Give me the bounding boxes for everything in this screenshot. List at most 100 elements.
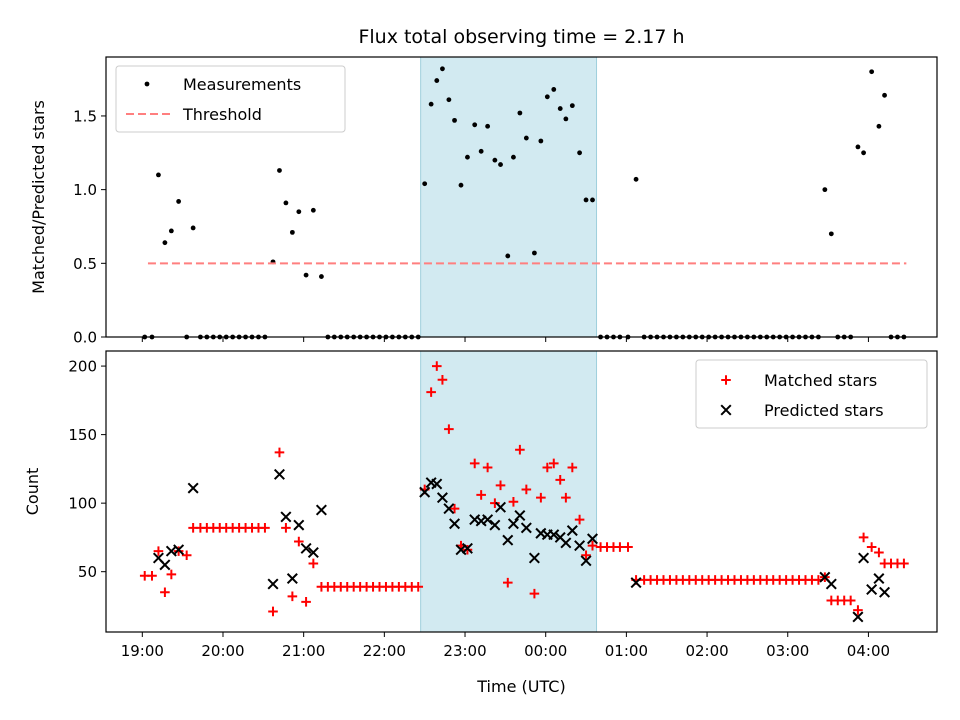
- predicted-star-point: [548, 529, 560, 541]
- matched-star-point: [561, 492, 571, 503]
- predicted-star-point: [489, 519, 501, 531]
- matched-star-point: [268, 606, 278, 617]
- matched-star-point: [431, 361, 442, 371]
- top-y-axis-label: Matched/Predicted stars: [29, 100, 48, 294]
- matched-star-point: [521, 484, 532, 495]
- bottom-panel: 19:00 20:00 21:00 22:00 23:00 00:00 01:00 02:00…: [23, 350, 938, 696]
- measurement-point: [434, 78, 440, 83]
- predicted-star-point: [173, 544, 185, 556]
- predicted-star-point: [280, 511, 292, 523]
- measurement-point: [511, 154, 516, 160]
- predicted-star-point: [187, 482, 199, 494]
- predicted-star-point: [825, 578, 837, 590]
- y-tick-label: 1.5: [73, 107, 97, 125]
- matched-star-point: [260, 523, 270, 533]
- matched-star-point: [495, 480, 506, 491]
- measurement-point: [822, 187, 828, 193]
- matched-star-point: [437, 374, 448, 385]
- x-tick-label: 20:00: [201, 642, 244, 660]
- matched-star-point: [287, 591, 298, 602]
- matched-star-point: [469, 458, 480, 469]
- legend-x-glyph: [720, 404, 732, 416]
- top-y-ticks: 0.0 0.5 1.0 1.5: [73, 107, 106, 347]
- matched-star-point: [515, 444, 525, 455]
- legend-measurements-marker: [144, 81, 150, 87]
- measurement-point: [428, 101, 434, 107]
- top-legend-box: [115, 65, 346, 133]
- x-axis-label: Time (UTC): [476, 677, 565, 696]
- predicted-star-point: [560, 537, 572, 549]
- matched-star-point: [449, 503, 460, 514]
- predicted-star-point: [502, 534, 514, 546]
- measurement-point: [876, 123, 882, 129]
- bottom-legend-box: [695, 359, 928, 429]
- matched-star-point: [845, 595, 856, 606]
- matched-star-point: [555, 475, 566, 485]
- matched-star-point: [858, 532, 869, 543]
- chart-title: Flux total observing time = 2.17 h: [358, 26, 684, 48]
- matched-star-point: [301, 597, 311, 607]
- matched-star-point: [536, 492, 546, 503]
- measurement-point: [523, 135, 529, 141]
- predicted-star-point: [858, 552, 870, 564]
- measurement-point: [551, 87, 557, 92]
- y-tick-label: 150: [68, 426, 97, 444]
- matched-star-point: [166, 569, 177, 580]
- predicted-star-point: [879, 586, 891, 598]
- matched-star-point: [413, 581, 424, 592]
- y-tick-label: 50: [78, 563, 97, 581]
- matched-star-point: [587, 540, 598, 551]
- measurement-point: [532, 250, 537, 256]
- predicted-star-point: [566, 525, 578, 537]
- measurement-point: [168, 228, 174, 234]
- matched-star-point: [490, 498, 500, 508]
- matched-star-point: [147, 571, 157, 581]
- x-tick-label: 21:00: [282, 642, 325, 660]
- measurement-point: [517, 110, 523, 116]
- legend-plus-glyph: [721, 375, 731, 385]
- matched-star-point: [853, 605, 863, 615]
- matched-star-point: [308, 558, 319, 569]
- legend-matched-label: Matched stars: [764, 371, 877, 390]
- y-tick-label: 200: [68, 358, 97, 376]
- measurement-point: [303, 272, 309, 278]
- matched-star-point: [548, 458, 559, 469]
- measurement-point: [440, 66, 445, 72]
- measurement-point: [544, 94, 550, 100]
- measurement-point: [162, 240, 168, 246]
- matched-star-point: [574, 514, 585, 525]
- legend-predicted-marker: [720, 404, 732, 416]
- measurement-point: [869, 69, 875, 75]
- x-tick-label: 00:00: [524, 642, 567, 660]
- y-tick-label: 0.0: [73, 329, 97, 347]
- x-tick-label: 22:00: [363, 642, 406, 660]
- measurement-point: [156, 172, 161, 178]
- x-tick-label: 01:00: [605, 642, 648, 660]
- measurement-point: [492, 157, 498, 163]
- matched-star-point: [502, 577, 513, 588]
- legend-matched-marker: [721, 375, 731, 385]
- measurement-point: [861, 150, 866, 156]
- matched-star-point: [294, 536, 304, 547]
- matched-star-point: [529, 588, 540, 599]
- measurement-point: [176, 199, 182, 204]
- x-tick-label: 03:00: [766, 642, 809, 660]
- measurement-point: [289, 229, 295, 235]
- legend-threshold-label: Threshold: [182, 105, 262, 124]
- predicted-star-point: [873, 573, 885, 585]
- predicted-star-point: [528, 552, 540, 564]
- measurement-point: [485, 123, 491, 129]
- measurement-point: [563, 116, 569, 122]
- matched-star-point: [874, 547, 884, 558]
- predicted-star-point: [630, 577, 642, 589]
- bottom-axes-frame: [105, 350, 938, 633]
- x-tick-label: 02:00: [685, 642, 728, 660]
- matched-star-point: [542, 462, 553, 473]
- matched-star-point: [153, 546, 164, 556]
- measurement-point: [569, 103, 575, 109]
- measurement-point: [190, 225, 196, 231]
- measurement-point: [319, 274, 324, 279]
- measurement-point: [577, 150, 582, 156]
- predicted-star-point: [315, 504, 327, 516]
